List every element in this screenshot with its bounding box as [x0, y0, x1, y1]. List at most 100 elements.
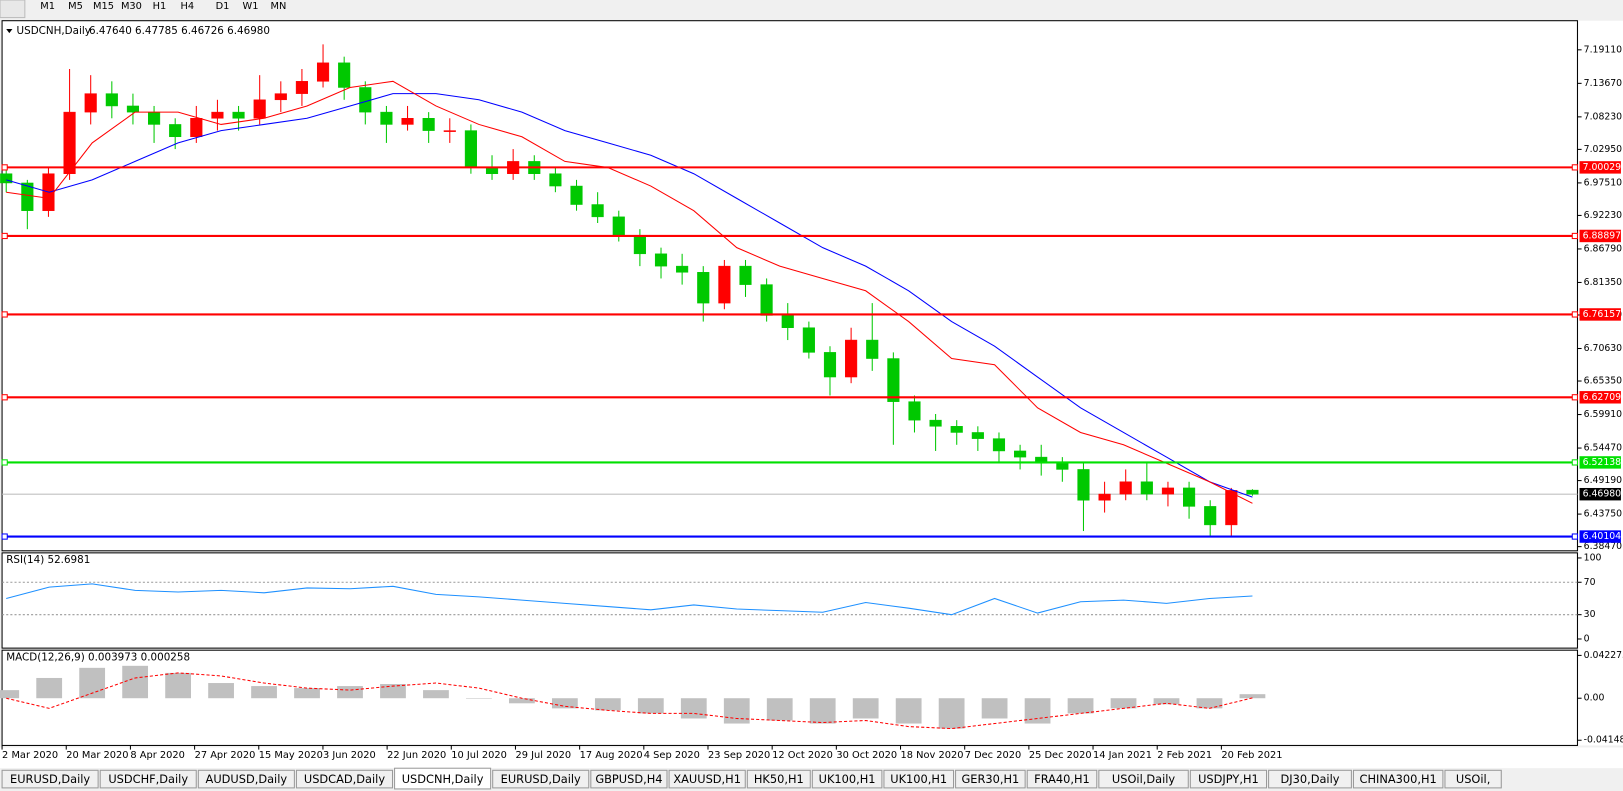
y-tick-label: 6.97510: [1584, 177, 1623, 188]
tab[interactable]: [394, 767, 492, 790]
tab-label[interactable]: USOil,Daily: [1112, 772, 1175, 786]
candle-body: [654, 253, 668, 267]
tab[interactable]: [883, 769, 955, 789]
macd-bar: [594, 698, 621, 711]
rsi-title: RSI(14) 52.6981: [6, 554, 90, 566]
candle-body: [718, 265, 731, 304]
y-tick-label: 6.70630: [1584, 343, 1623, 354]
level-handle: [1, 232, 8, 240]
tab-label[interactable]: EURUSD,Daily: [10, 772, 90, 786]
date-label: 10 Jul 2020: [451, 750, 507, 761]
candle-body: [823, 352, 837, 378]
ma-slow: [6, 93, 1253, 498]
date-label: 17 Aug 2020: [580, 750, 643, 761]
date-label: 12 Oct 2020: [772, 750, 833, 761]
candle-body: [1014, 450, 1027, 458]
macd-bar: [637, 698, 664, 714]
level-label: 6.88897: [1583, 230, 1622, 241]
date-axis: [0, 747, 1623, 769]
tab[interactable]: [492, 769, 590, 789]
tab-label[interactable]: XAUUSD,H1: [673, 772, 741, 786]
candle-body: [781, 315, 794, 328]
tab[interactable]: [1444, 769, 1502, 789]
tab[interactable]: [197, 769, 295, 789]
candle-body: [84, 93, 97, 113]
tab[interactable]: [1189, 769, 1268, 789]
tab[interactable]: [1352, 769, 1444, 789]
level-label: 6.76157: [1583, 309, 1622, 320]
tab-label[interactable]: AUDUSD,Daily: [206, 772, 288, 786]
tab-label[interactable]: DJ30,Daily: [1280, 772, 1339, 786]
y-tick-label: 6.86790: [1584, 243, 1623, 254]
tab-label[interactable]: EURUSD,Daily: [501, 772, 581, 786]
tab[interactable]: [295, 769, 394, 789]
tab-label[interactable]: GER30,H1: [961, 772, 1019, 786]
candle-body: [1204, 506, 1217, 526]
tab-label[interactable]: UK100,H1: [819, 772, 876, 786]
candle-body: [295, 81, 308, 94]
timeframe-button[interactable]: M1: [40, 1, 55, 12]
candle-body: [1140, 481, 1153, 495]
candle-body: [422, 118, 435, 131]
candle-body: [1119, 481, 1132, 495]
candle-body: [316, 62, 330, 82]
tab[interactable]: [1098, 769, 1189, 789]
tab[interactable]: [746, 769, 811, 789]
date-label: 22 Jun 2020: [387, 750, 446, 761]
tab-label[interactable]: GBPUSD,H4: [595, 772, 662, 786]
tab[interactable]: [668, 769, 746, 789]
candle-body: [485, 167, 499, 174]
tab[interactable]: [1, 769, 99, 789]
tab[interactable]: [590, 769, 668, 789]
candle-body: [1161, 487, 1175, 495]
timeframe-button[interactable]: W1: [242, 1, 258, 12]
y-tick-label: 30: [1584, 609, 1596, 620]
timeframe-button[interactable]: H4: [181, 1, 195, 12]
level-box: [1579, 530, 1621, 543]
macd-bar: [380, 684, 406, 699]
tab[interactable]: [955, 769, 1026, 789]
candle-body: [63, 111, 76, 174]
tab-label[interactable]: HK50,H1: [754, 772, 804, 786]
timeframe-button[interactable]: M15: [93, 1, 114, 12]
macd-bar: [981, 698, 1008, 719]
date-label: 18 Nov 2020: [901, 750, 964, 761]
date-label: 7 Dec 2020: [965, 750, 1022, 761]
level-label: 6.52138: [1583, 457, 1622, 468]
rsi-panel: [1, 552, 1578, 649]
timeframe-button[interactable]: M30: [121, 1, 142, 12]
timeframe-button[interactable]: M5: [68, 1, 83, 12]
candle-body: [760, 284, 773, 316]
candle-body: [1098, 493, 1111, 501]
timeframe-button[interactable]: MN: [271, 1, 287, 12]
candle-body: [21, 182, 34, 211]
tab[interactable]: [99, 769, 197, 789]
tab-label[interactable]: FRA40,H1: [1034, 772, 1090, 786]
timeframe-button[interactable]: D1: [216, 1, 230, 12]
tab-label[interactable]: USDCHF,Daily: [108, 772, 188, 786]
tab-label[interactable]: USDCNH,Daily: [402, 772, 484, 786]
tab-label[interactable]: CHINA300,H1: [1360, 772, 1437, 786]
level-label: 7.00029: [1583, 162, 1622, 173]
macd-bar: [1153, 698, 1180, 705]
macd-bar: [251, 686, 277, 699]
tab[interactable]: [811, 769, 883, 789]
tab-label[interactable]: USDCAD,Daily: [304, 772, 385, 786]
date-label: 23 Sep 2020: [708, 750, 770, 761]
date-label: 14 Jan 2021: [1093, 750, 1152, 761]
candle-body: [612, 216, 625, 236]
tab[interactable]: [1268, 769, 1352, 789]
tab-label[interactable]: USDJPY,H1: [1198, 772, 1259, 786]
candle-body: [232, 111, 245, 119]
toolbar-button[interactable]: [0, 0, 26, 19]
candle-body: [401, 118, 414, 125]
level-handle: [1571, 232, 1578, 240]
date-label: 30 Oct 2020: [836, 750, 897, 761]
level-box: [1579, 456, 1621, 469]
timeframe-button[interactable]: H1: [153, 1, 167, 12]
tab-label[interactable]: UK100,H1: [890, 772, 947, 786]
date-label: 25 Dec 2020: [1029, 750, 1092, 761]
tab[interactable]: [1026, 769, 1098, 789]
tab-label[interactable]: USOil,: [1456, 772, 1490, 786]
